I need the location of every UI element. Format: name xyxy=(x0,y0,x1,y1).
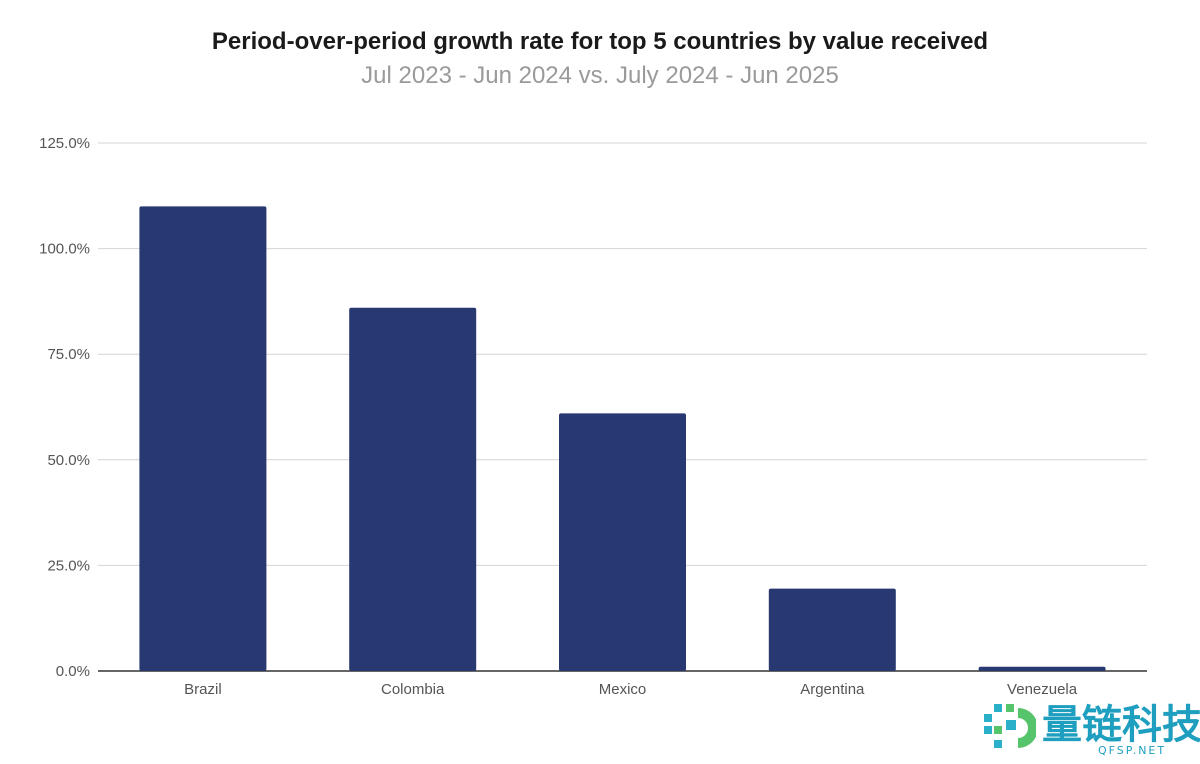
bar-colombia xyxy=(349,307,477,671)
watermark-subtext: QFSP.NET xyxy=(1098,744,1167,757)
chart-subtitle: Jul 2023 - Jun 2024 vs. July 2024 - Jun … xyxy=(361,62,839,89)
chart-title: Period-over-period growth rate for top 5… xyxy=(211,28,989,55)
y-tick-label: 75.0% xyxy=(47,346,90,363)
watermark-logo: 量链科技 QFSP.NET xyxy=(980,700,1200,758)
y-tick-label: 25.0% xyxy=(47,557,90,574)
x-tick-label: Mexico xyxy=(599,681,647,698)
y-tick-label: 0.0% xyxy=(56,663,90,680)
bar-brazil xyxy=(139,206,267,672)
logo-icon xyxy=(984,704,1038,748)
x-tick-label: Argentina xyxy=(800,681,865,698)
y-tick-label: 50.0% xyxy=(47,452,90,469)
bar-venezuela xyxy=(978,666,1106,671)
x-tick-label: Venezuela xyxy=(1007,681,1078,698)
watermark-text: 量链科技 xyxy=(1042,702,1200,748)
y-tick-label: 100.0% xyxy=(39,241,90,258)
x-tick-label: Brazil xyxy=(184,681,222,698)
bar-mexico xyxy=(559,413,686,671)
bar-argentina xyxy=(768,588,896,671)
x-tick-label: Colombia xyxy=(381,681,445,698)
y-tick-label: 125.0% xyxy=(39,135,90,152)
